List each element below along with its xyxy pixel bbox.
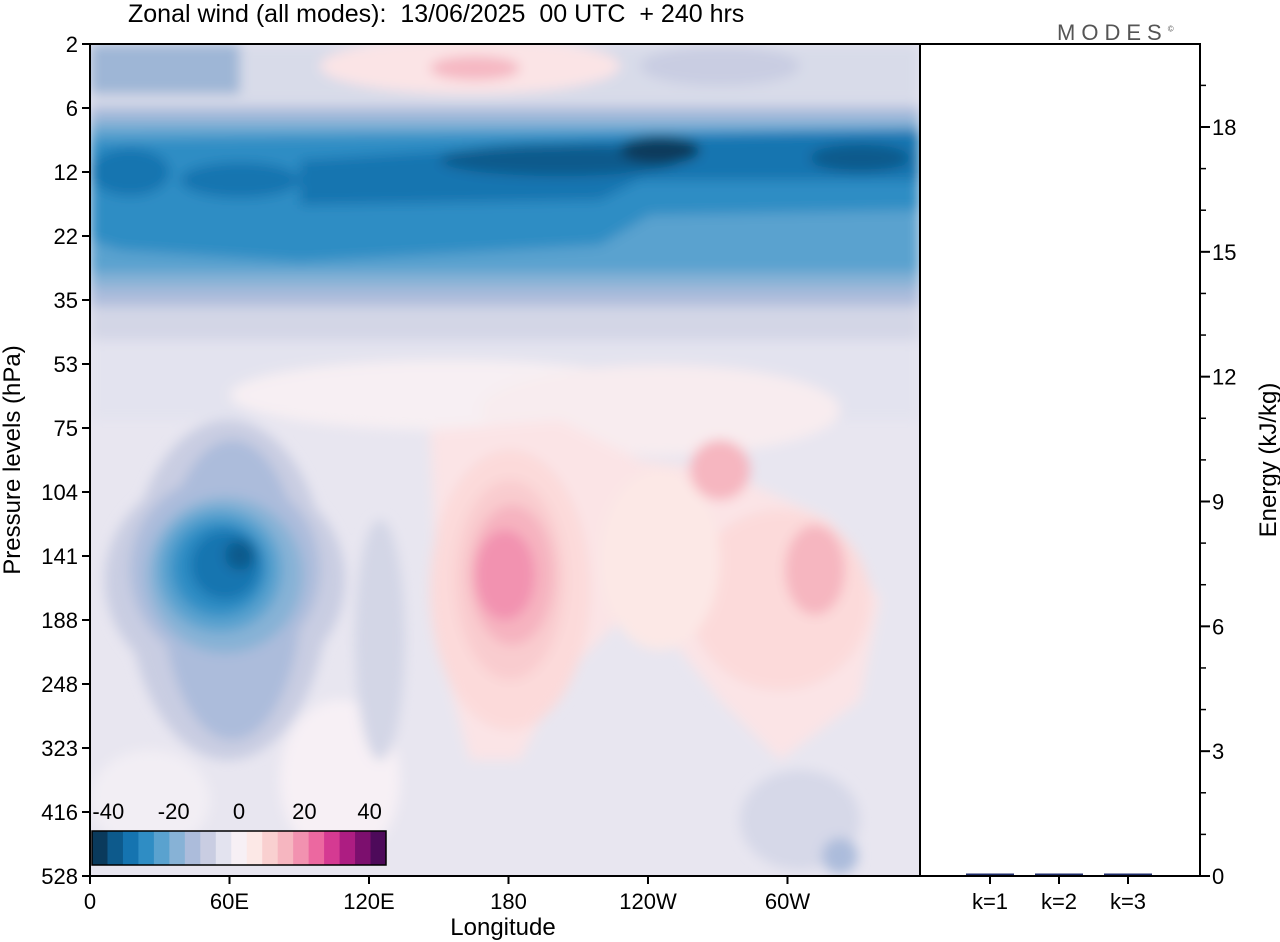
y-tick-label: 35 bbox=[54, 288, 78, 313]
energy-bar bbox=[1104, 873, 1152, 875]
energy-axes: 0 3 6 9 12 15 18 k=1 k=2 k=3 bbox=[966, 84, 1236, 914]
colorbar-swatch bbox=[153, 831, 170, 865]
colorbar-swatch bbox=[262, 831, 279, 865]
energy-category-label: k=1 bbox=[972, 889, 1008, 914]
y-tick-label: 2 bbox=[66, 32, 78, 57]
colorbar-swatch bbox=[324, 831, 341, 865]
colorbar: -40 -20 0 20 40 bbox=[91, 799, 387, 866]
x-tick-label: 0 bbox=[84, 889, 96, 914]
x-tick-label: 60E bbox=[210, 889, 249, 914]
colorbar-swatch bbox=[138, 831, 155, 865]
y-tick-label: 248 bbox=[41, 672, 78, 697]
y-tick-label: 6 bbox=[66, 96, 78, 121]
y-tick-label: 75 bbox=[54, 416, 78, 441]
x-tick-label: 120W bbox=[619, 889, 677, 914]
energy-tick-label: 18 bbox=[1212, 115, 1236, 140]
y-tick-label: 323 bbox=[41, 736, 78, 761]
colorbar-swatch bbox=[215, 831, 232, 865]
energy-bar bbox=[1035, 873, 1083, 875]
y-tick-label: 22 bbox=[54, 224, 78, 249]
y-tick-label: 528 bbox=[41, 864, 78, 889]
logo-text: MODES bbox=[1057, 20, 1168, 45]
y-tick-label: 104 bbox=[41, 480, 78, 505]
colorbar-swatch bbox=[370, 831, 387, 865]
x-tick-label: 60W bbox=[765, 889, 810, 914]
colorbar-swatch bbox=[122, 831, 139, 865]
x-axis-label: Longitude bbox=[450, 914, 555, 941]
energy-tick-label: 12 bbox=[1212, 365, 1236, 390]
y-tick-label: 53 bbox=[54, 352, 78, 377]
colorbar-swatch bbox=[339, 831, 356, 865]
energy-panel-frame bbox=[919, 43, 1201, 877]
energy-tick-label: 0 bbox=[1212, 864, 1224, 889]
colorbar-swatch bbox=[231, 831, 248, 865]
colorbar-swatch bbox=[107, 831, 124, 865]
energy-category-label: k=3 bbox=[1110, 889, 1146, 914]
energy-bar bbox=[966, 873, 1014, 875]
colorbar-swatch bbox=[92, 831, 108, 865]
colorbar-frame bbox=[91, 830, 387, 866]
heatmap-axes: 0 60E 120E 180 120W 60W 2 6 12 22 35 53 75 104 141 188 2… bbox=[41, 32, 810, 914]
colorbar-tick-label: -20 bbox=[158, 799, 190, 824]
colorbar-tick-label: 0 bbox=[233, 799, 245, 824]
colorbar-swatch bbox=[355, 831, 372, 865]
energy-tick-label: 15 bbox=[1212, 240, 1236, 265]
energy-axis-label: Energy (kJ/kg) bbox=[1255, 383, 1280, 538]
colorbar-tick-label: 20 bbox=[292, 799, 316, 824]
energy-tick-label: 6 bbox=[1212, 614, 1224, 639]
y-tick-label: 188 bbox=[41, 608, 78, 633]
heatmap-field bbox=[90, 44, 920, 876]
x-tick-label: 120E bbox=[343, 889, 394, 914]
colorbar-swatch bbox=[246, 831, 263, 865]
colorbar-swatch bbox=[200, 831, 217, 865]
energy-category-label: k=2 bbox=[1041, 889, 1077, 914]
energy-tick-label: 9 bbox=[1212, 490, 1224, 515]
colorbar-tick-label: 40 bbox=[357, 799, 381, 824]
colorbar-swatch bbox=[293, 831, 310, 865]
modes-logo: MODES© bbox=[1057, 20, 1174, 45]
y-tick-label: 141 bbox=[41, 544, 78, 569]
x-tick-label: 180 bbox=[490, 889, 527, 914]
colorbar-swatch bbox=[169, 831, 186, 865]
y-tick-label: 12 bbox=[54, 160, 78, 185]
chart-title: Zonal wind (all modes): 13/06/2025 00 UT… bbox=[128, 0, 745, 28]
colorbar-tick-label: -40 bbox=[92, 799, 124, 824]
y-axis-label: Pressure levels (hPa) bbox=[0, 345, 26, 574]
colorbar-swatch bbox=[308, 831, 325, 865]
colorbar-swatch bbox=[277, 831, 294, 865]
colorbar-swatch bbox=[184, 831, 201, 865]
energy-tick-label: 3 bbox=[1212, 739, 1224, 764]
y-tick-label: 416 bbox=[41, 800, 78, 825]
